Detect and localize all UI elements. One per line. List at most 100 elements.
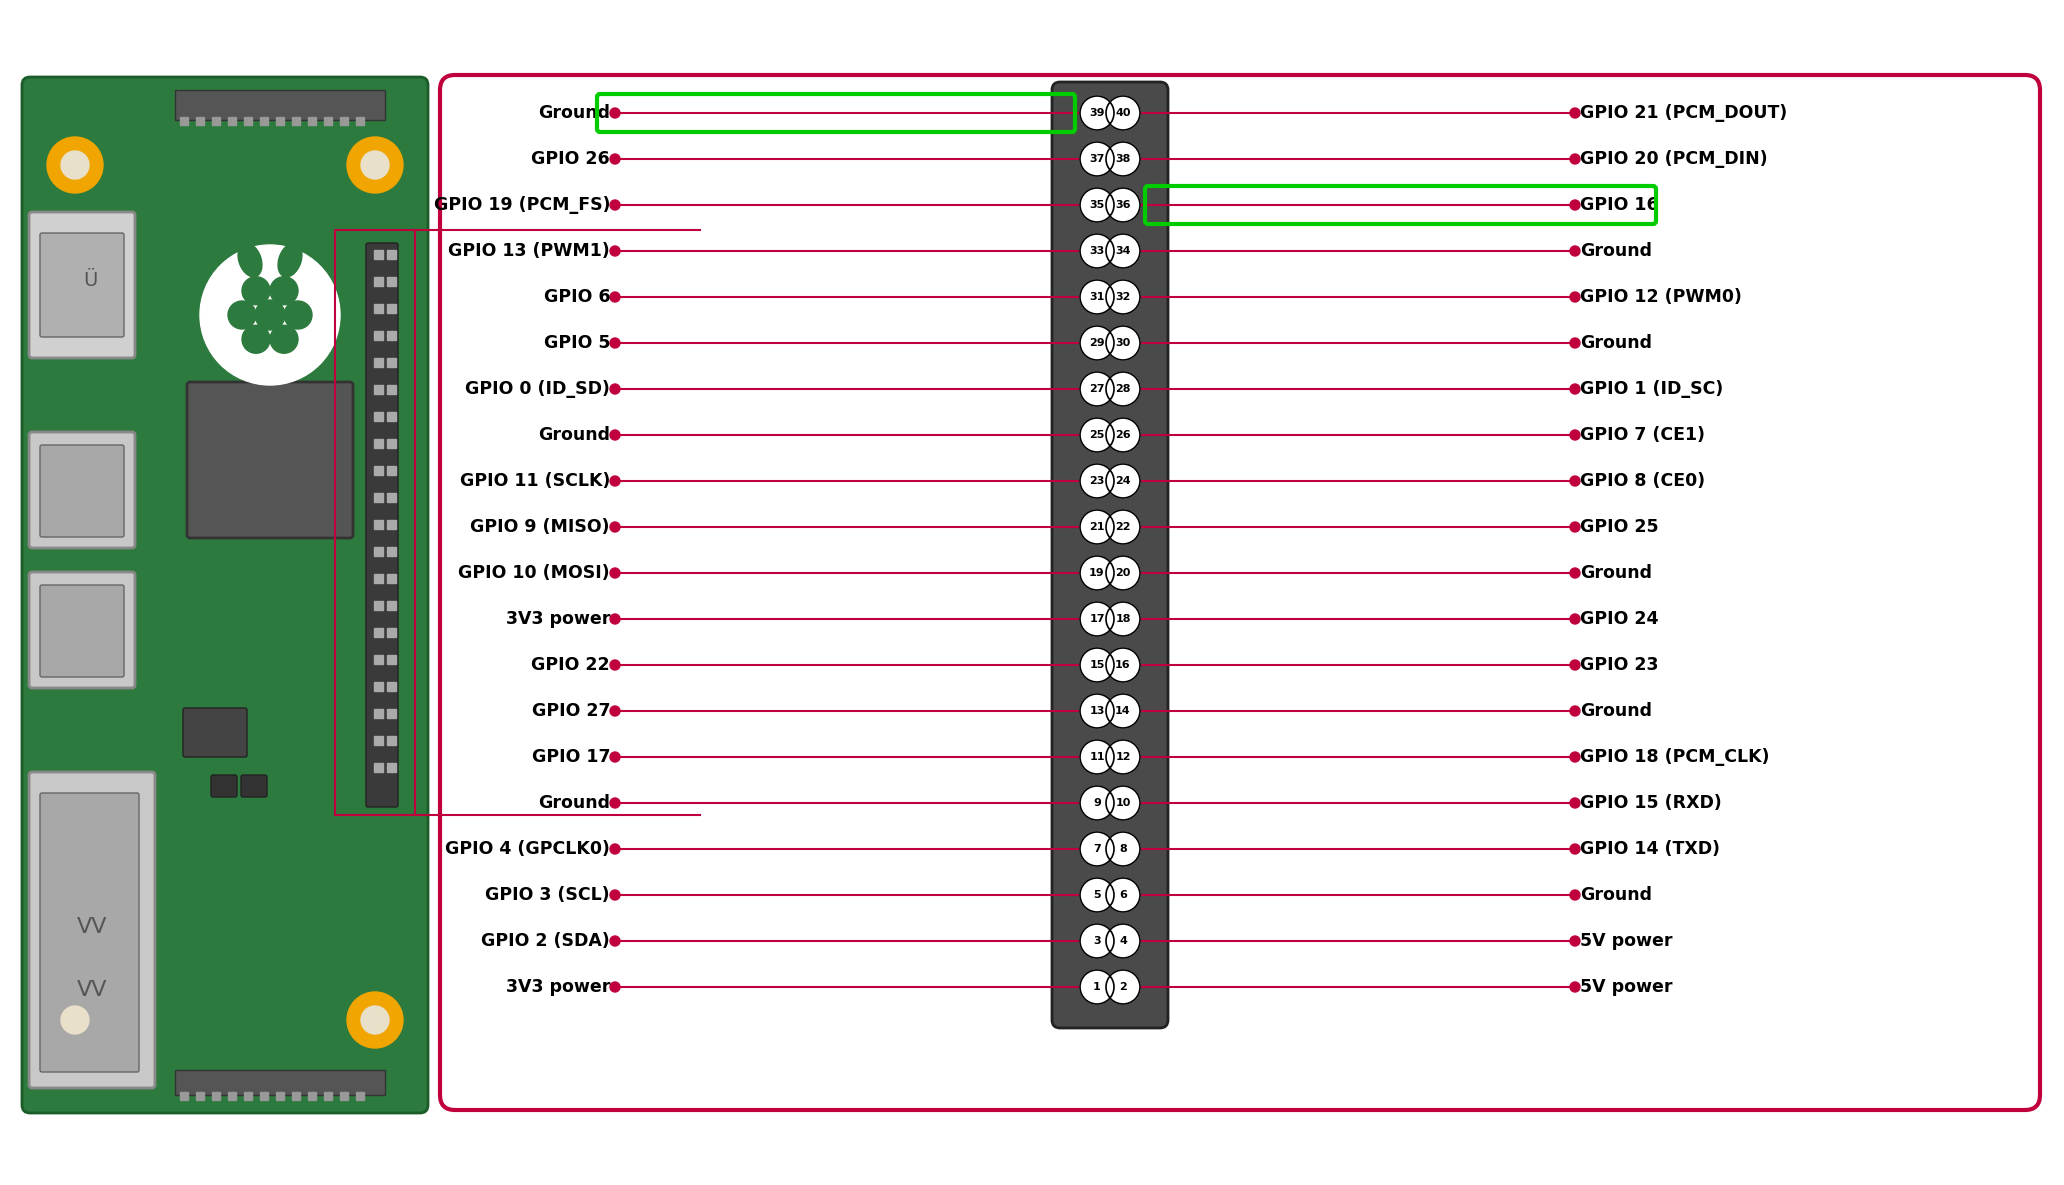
Text: 1: 1 bbox=[1094, 982, 1100, 992]
Bar bbox=[374, 466, 384, 475]
Text: GPIO 24: GPIO 24 bbox=[1581, 610, 1659, 628]
Text: 38: 38 bbox=[1115, 154, 1131, 164]
Bar bbox=[277, 1093, 285, 1100]
Circle shape bbox=[1571, 338, 1581, 348]
Ellipse shape bbox=[279, 243, 301, 277]
Circle shape bbox=[1106, 465, 1139, 498]
Circle shape bbox=[347, 137, 402, 193]
Bar bbox=[180, 117, 188, 124]
Circle shape bbox=[1079, 233, 1115, 268]
FancyBboxPatch shape bbox=[39, 793, 138, 1072]
FancyBboxPatch shape bbox=[29, 771, 155, 1088]
Circle shape bbox=[1079, 142, 1115, 177]
Text: 34: 34 bbox=[1115, 246, 1131, 256]
Circle shape bbox=[611, 660, 619, 670]
Bar bbox=[388, 305, 396, 313]
Text: GPIO 25: GPIO 25 bbox=[1581, 518, 1659, 536]
FancyBboxPatch shape bbox=[39, 446, 124, 537]
Text: GPIO 3 (SCL): GPIO 3 (SCL) bbox=[485, 886, 611, 904]
Text: 28: 28 bbox=[1115, 384, 1131, 393]
Bar bbox=[213, 117, 221, 124]
Circle shape bbox=[1079, 96, 1115, 130]
FancyBboxPatch shape bbox=[29, 433, 134, 547]
Circle shape bbox=[611, 200, 619, 210]
FancyBboxPatch shape bbox=[1053, 82, 1168, 1029]
Text: Ground: Ground bbox=[539, 425, 611, 444]
Bar bbox=[388, 628, 396, 638]
Text: GPIO 4 (GPCLK0): GPIO 4 (GPCLK0) bbox=[446, 840, 611, 858]
Text: 3V3 power: 3V3 power bbox=[506, 610, 611, 628]
Text: GPIO 6: GPIO 6 bbox=[543, 288, 611, 306]
Circle shape bbox=[1106, 233, 1139, 268]
Circle shape bbox=[611, 936, 619, 946]
Bar bbox=[388, 277, 396, 286]
Text: 18: 18 bbox=[1115, 614, 1131, 624]
Text: 14: 14 bbox=[1115, 706, 1131, 716]
Circle shape bbox=[256, 300, 285, 329]
Bar bbox=[324, 1093, 332, 1100]
Circle shape bbox=[241, 277, 270, 305]
Bar bbox=[374, 601, 384, 610]
Circle shape bbox=[1106, 971, 1139, 1004]
FancyBboxPatch shape bbox=[23, 77, 427, 1113]
Circle shape bbox=[1571, 476, 1581, 486]
FancyBboxPatch shape bbox=[241, 775, 266, 798]
Ellipse shape bbox=[237, 243, 262, 277]
Bar bbox=[355, 1093, 363, 1100]
Circle shape bbox=[611, 384, 619, 393]
Circle shape bbox=[1079, 372, 1115, 406]
Text: GPIO 22: GPIO 22 bbox=[530, 656, 611, 674]
Circle shape bbox=[361, 150, 388, 179]
Circle shape bbox=[1079, 832, 1115, 866]
Circle shape bbox=[611, 292, 619, 302]
Bar bbox=[374, 736, 384, 745]
Bar bbox=[388, 385, 396, 393]
Text: 24: 24 bbox=[1115, 476, 1131, 486]
Text: GPIO 18 (PCM_CLK): GPIO 18 (PCM_CLK) bbox=[1581, 748, 1769, 766]
Circle shape bbox=[1106, 924, 1139, 957]
Text: Ground: Ground bbox=[1581, 702, 1651, 720]
Circle shape bbox=[1079, 280, 1115, 314]
Circle shape bbox=[1079, 694, 1115, 728]
Bar bbox=[227, 1093, 235, 1100]
Circle shape bbox=[611, 614, 619, 624]
Text: Ü: Ü bbox=[83, 270, 97, 289]
Circle shape bbox=[1571, 890, 1581, 899]
Bar bbox=[196, 117, 204, 124]
Circle shape bbox=[611, 844, 619, 854]
Bar bbox=[388, 736, 396, 745]
Bar bbox=[388, 493, 396, 502]
Text: GPIO 14 (TXD): GPIO 14 (TXD) bbox=[1581, 840, 1719, 858]
Text: 30: 30 bbox=[1115, 338, 1131, 348]
Text: GPIO 9 (MISO): GPIO 9 (MISO) bbox=[471, 518, 611, 536]
Text: 23: 23 bbox=[1090, 476, 1104, 486]
Bar bbox=[374, 655, 384, 664]
Bar bbox=[374, 438, 384, 448]
FancyBboxPatch shape bbox=[39, 233, 124, 337]
Bar bbox=[388, 412, 396, 421]
Circle shape bbox=[1571, 660, 1581, 670]
Bar bbox=[277, 117, 285, 124]
Circle shape bbox=[1106, 96, 1139, 130]
Bar bbox=[374, 628, 384, 638]
Bar bbox=[388, 574, 396, 583]
Circle shape bbox=[1106, 510, 1139, 544]
Circle shape bbox=[1106, 418, 1139, 451]
Text: 4: 4 bbox=[1119, 936, 1127, 946]
Text: 11: 11 bbox=[1090, 752, 1104, 762]
Text: 17: 17 bbox=[1090, 614, 1104, 624]
Bar bbox=[374, 305, 384, 313]
Circle shape bbox=[1571, 982, 1581, 992]
Text: 25: 25 bbox=[1090, 430, 1104, 440]
Text: Ground: Ground bbox=[1581, 242, 1651, 260]
Circle shape bbox=[270, 325, 297, 353]
Text: VV: VV bbox=[76, 917, 107, 937]
Bar bbox=[388, 709, 396, 718]
Bar bbox=[388, 655, 396, 664]
Circle shape bbox=[47, 992, 103, 1048]
Circle shape bbox=[1571, 568, 1581, 578]
Text: GPIO 8 (CE0): GPIO 8 (CE0) bbox=[1581, 472, 1705, 491]
Bar bbox=[324, 117, 332, 124]
Circle shape bbox=[1079, 739, 1115, 774]
Text: GPIO 12 (PWM0): GPIO 12 (PWM0) bbox=[1581, 288, 1742, 306]
